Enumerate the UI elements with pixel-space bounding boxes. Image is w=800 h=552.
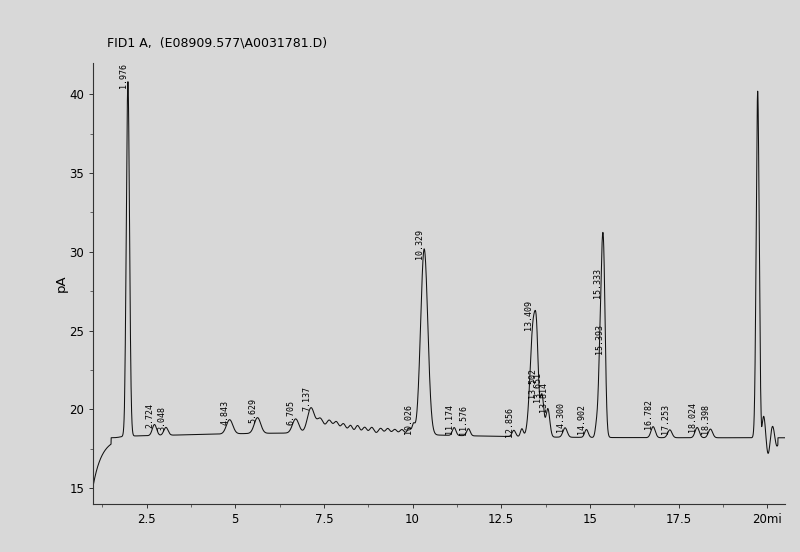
Text: 14.902: 14.902 bbox=[578, 404, 586, 434]
Text: 11.576: 11.576 bbox=[459, 405, 469, 436]
Y-axis label: pA: pA bbox=[55, 274, 68, 292]
Text: 6.705: 6.705 bbox=[286, 400, 296, 425]
Text: 5.629: 5.629 bbox=[249, 399, 258, 423]
Text: 4.843: 4.843 bbox=[221, 400, 230, 425]
Text: 17.253: 17.253 bbox=[661, 404, 670, 434]
Text: 3.048: 3.048 bbox=[157, 406, 166, 431]
Text: 15.333: 15.333 bbox=[593, 268, 602, 299]
Text: FID1 A,  (E08909.577\A0031781.D): FID1 A, (E08909.577\A0031781.D) bbox=[107, 36, 327, 50]
Text: 1.976: 1.976 bbox=[119, 63, 128, 88]
Text: 18.024: 18.024 bbox=[688, 402, 697, 432]
Text: 13.409: 13.409 bbox=[525, 300, 534, 330]
Text: 14.300: 14.300 bbox=[556, 402, 565, 432]
Text: 11.174: 11.174 bbox=[445, 404, 454, 434]
Text: 13.651: 13.651 bbox=[533, 373, 542, 402]
Text: 10.026: 10.026 bbox=[405, 404, 414, 434]
Text: 10.329: 10.329 bbox=[415, 229, 424, 259]
Text: 12.856: 12.856 bbox=[505, 407, 514, 437]
Text: 16.782: 16.782 bbox=[644, 399, 653, 429]
Text: 13.502: 13.502 bbox=[528, 368, 537, 397]
Text: 15.393: 15.393 bbox=[595, 323, 604, 353]
Text: 13.814: 13.814 bbox=[539, 382, 548, 412]
Text: 2.724: 2.724 bbox=[146, 403, 154, 428]
Text: 7.137: 7.137 bbox=[302, 386, 311, 411]
Text: 18.398: 18.398 bbox=[702, 404, 710, 434]
